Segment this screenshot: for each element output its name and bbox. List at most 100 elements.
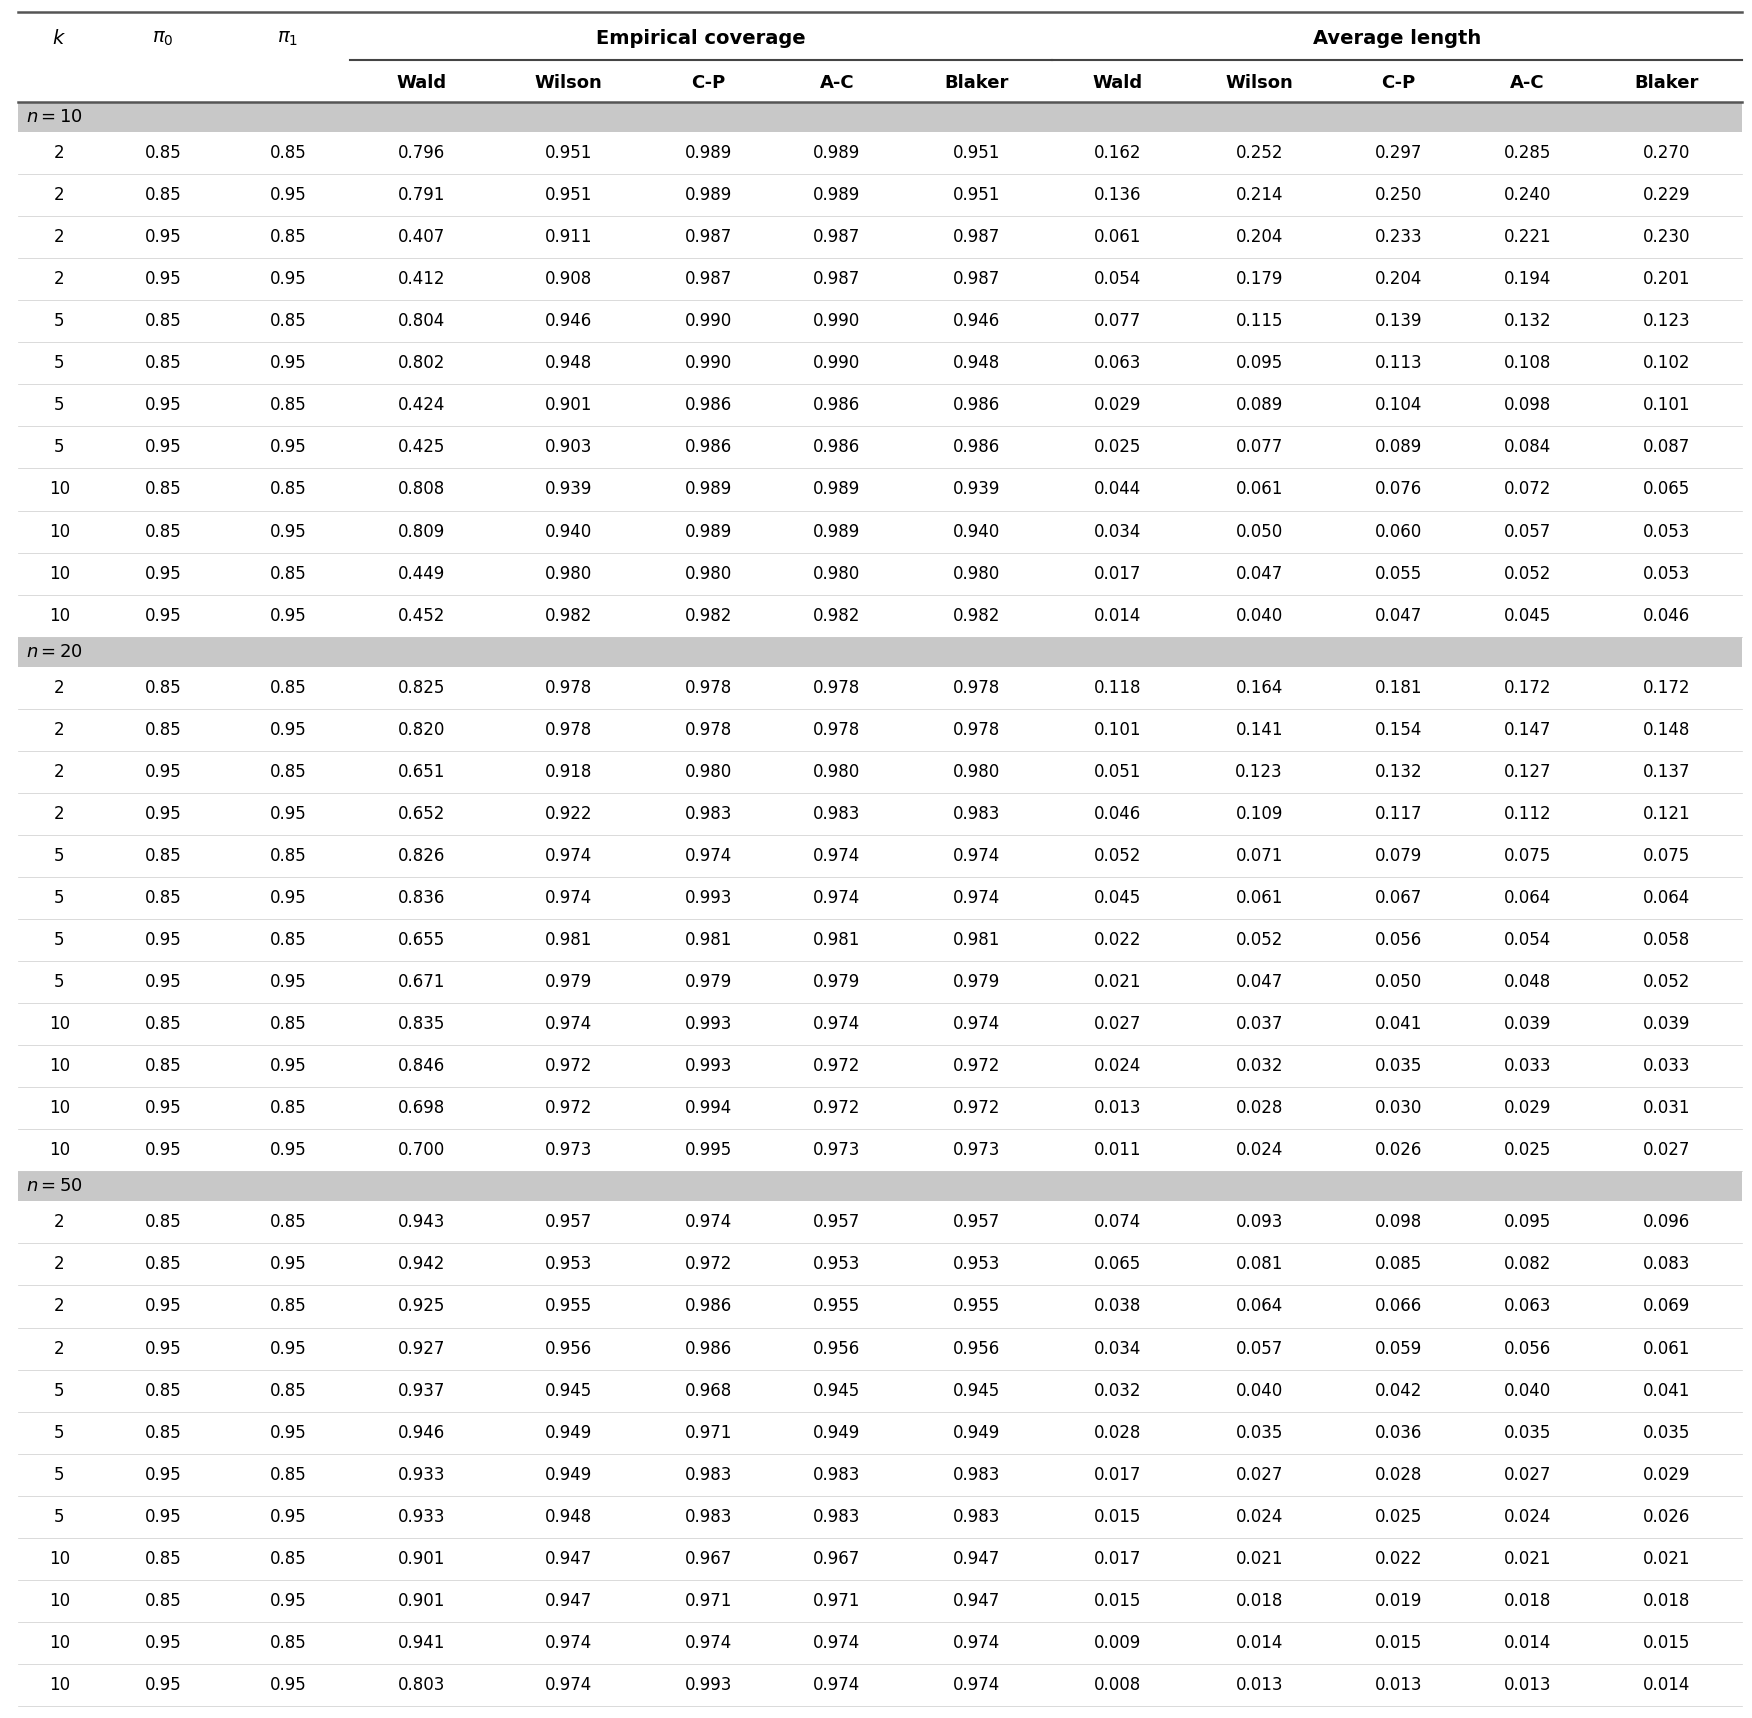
Text: 0.95: 0.95: [270, 270, 307, 289]
Text: 0.066: 0.066: [1375, 1297, 1423, 1316]
Text: 0.933: 0.933: [398, 1465, 445, 1484]
Text: 0.993: 0.993: [685, 1057, 732, 1075]
Text: 2: 2: [54, 1213, 65, 1232]
Text: C-P: C-P: [1382, 74, 1416, 93]
Text: 0.978: 0.978: [545, 722, 592, 739]
Text: 0.040: 0.040: [1503, 1381, 1551, 1400]
Text: $n=20$: $n=20$: [26, 643, 82, 661]
Text: 0.054: 0.054: [1095, 270, 1141, 289]
Text: 0.835: 0.835: [398, 1015, 445, 1033]
Text: 0.945: 0.945: [545, 1381, 592, 1400]
Text: 0.077: 0.077: [1095, 313, 1141, 330]
Text: 0.132: 0.132: [1375, 763, 1423, 780]
Text: 0.948: 0.948: [545, 354, 592, 373]
Text: 0.981: 0.981: [813, 931, 860, 948]
Text: 0.407: 0.407: [398, 228, 445, 246]
Text: 0.85: 0.85: [270, 1100, 307, 1117]
Text: 0.85: 0.85: [145, 313, 182, 330]
Text: 0.014: 0.014: [1235, 1634, 1282, 1653]
Text: 0.179: 0.179: [1235, 270, 1282, 289]
Text: 0.947: 0.947: [953, 1593, 1000, 1610]
Text: 0.095: 0.095: [1503, 1213, 1551, 1232]
Text: 0.018: 0.018: [1643, 1593, 1691, 1610]
Text: $n=50$: $n=50$: [26, 1177, 82, 1196]
Text: 0.113: 0.113: [1375, 354, 1423, 373]
Text: 0.972: 0.972: [685, 1256, 732, 1273]
Text: 0.972: 0.972: [545, 1057, 592, 1075]
Text: 0.044: 0.044: [1095, 481, 1141, 498]
Text: 0.982: 0.982: [685, 606, 732, 625]
Text: 0.95: 0.95: [145, 606, 182, 625]
Text: 0.087: 0.087: [1643, 438, 1691, 457]
Text: 0.104: 0.104: [1375, 397, 1423, 414]
Text: 0.974: 0.974: [813, 1634, 860, 1653]
Text: 0.072: 0.072: [1503, 481, 1551, 498]
Text: 0.981: 0.981: [685, 931, 732, 948]
Text: 0.981: 0.981: [545, 931, 592, 948]
Text: 2: 2: [54, 763, 65, 780]
Text: 0.971: 0.971: [685, 1424, 732, 1441]
Text: 0.85: 0.85: [270, 1465, 307, 1484]
Text: 0.85: 0.85: [270, 565, 307, 582]
Text: 0.979: 0.979: [813, 972, 860, 991]
Text: 0.809: 0.809: [398, 522, 445, 541]
Text: 0.982: 0.982: [813, 606, 860, 625]
Text: 0.925: 0.925: [398, 1297, 445, 1316]
Text: Average length: Average length: [1312, 29, 1480, 48]
Text: 0.989: 0.989: [685, 481, 732, 498]
Text: 10: 10: [49, 1015, 70, 1033]
Text: 0.035: 0.035: [1503, 1424, 1551, 1441]
Text: 0.027: 0.027: [1235, 1465, 1282, 1484]
Text: 0.989: 0.989: [813, 186, 860, 204]
Text: 0.270: 0.270: [1643, 144, 1691, 161]
Text: 0.025: 0.025: [1375, 1508, 1423, 1526]
Text: Wald: Wald: [398, 74, 447, 93]
Text: 0.939: 0.939: [545, 481, 592, 498]
Text: 0.957: 0.957: [813, 1213, 860, 1232]
Text: 0.981: 0.981: [953, 931, 1000, 948]
Text: 0.95: 0.95: [145, 804, 182, 823]
Text: 0.980: 0.980: [813, 565, 860, 582]
Text: 0.95: 0.95: [270, 1593, 307, 1610]
Text: 0.083: 0.083: [1643, 1256, 1691, 1273]
Text: 0.075: 0.075: [1643, 847, 1691, 864]
Text: 0.013: 0.013: [1503, 1677, 1551, 1694]
Text: $k$: $k$: [53, 29, 67, 48]
Text: 0.037: 0.037: [1235, 1015, 1282, 1033]
Text: 0.95: 0.95: [145, 1508, 182, 1526]
Text: 0.989: 0.989: [813, 522, 860, 541]
Text: 0.95: 0.95: [145, 438, 182, 457]
Text: 0.013: 0.013: [1235, 1677, 1282, 1694]
Text: 5: 5: [54, 313, 65, 330]
Text: 0.826: 0.826: [398, 847, 445, 864]
Text: 0.85: 0.85: [145, 1424, 182, 1441]
Text: 0.990: 0.990: [685, 354, 732, 373]
Text: 0.021: 0.021: [1643, 1550, 1691, 1569]
Text: 0.85: 0.85: [270, 481, 307, 498]
Text: 0.085: 0.085: [1375, 1256, 1423, 1273]
Text: 0.95: 0.95: [145, 931, 182, 948]
Text: 0.064: 0.064: [1235, 1297, 1282, 1316]
Text: 10: 10: [49, 565, 70, 582]
Text: 0.024: 0.024: [1235, 1508, 1282, 1526]
Text: 0.017: 0.017: [1093, 565, 1142, 582]
Text: 0.95: 0.95: [270, 972, 307, 991]
Text: 0.028: 0.028: [1235, 1100, 1282, 1117]
Text: 0.021: 0.021: [1503, 1550, 1551, 1569]
Text: 10: 10: [49, 1141, 70, 1160]
Text: 2: 2: [54, 804, 65, 823]
Text: 0.285: 0.285: [1503, 144, 1551, 161]
Text: 0.989: 0.989: [685, 186, 732, 204]
Text: 0.026: 0.026: [1643, 1508, 1691, 1526]
Text: 0.121: 0.121: [1643, 804, 1691, 823]
Text: 0.229: 0.229: [1643, 186, 1691, 204]
Text: 0.956: 0.956: [813, 1340, 860, 1357]
Text: 0.994: 0.994: [685, 1100, 732, 1117]
Text: 0.989: 0.989: [813, 144, 860, 161]
Text: 0.127: 0.127: [1503, 763, 1551, 780]
Text: 0.983: 0.983: [953, 1465, 1000, 1484]
Text: 0.95: 0.95: [270, 1141, 307, 1160]
Text: 0.029: 0.029: [1503, 1100, 1551, 1117]
Text: 0.947: 0.947: [953, 1550, 1000, 1569]
Text: 0.974: 0.974: [953, 1015, 1000, 1033]
